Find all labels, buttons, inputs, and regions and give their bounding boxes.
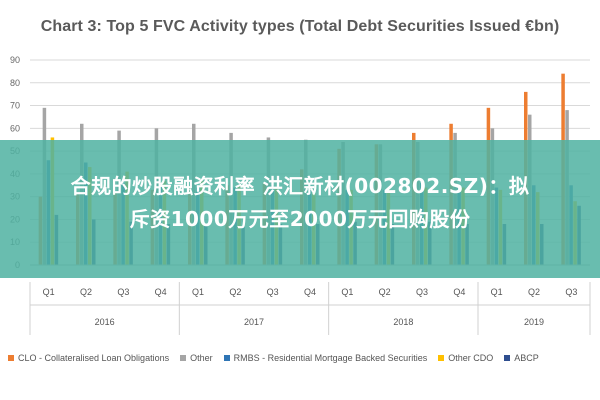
x-tick-label: Q3 <box>117 287 129 297</box>
legend-swatch <box>504 355 511 361</box>
chart-legend: CLO - Collateralised Loan Obligations Oth… <box>8 350 598 366</box>
news-headline[interactable]: 合规的炒股融资利率 洪汇新材(002802.SZ)：拟 斥资1000万元至200… <box>0 170 600 236</box>
news-headline-banner[interactable]: 合规的炒股融资利率 洪汇新材(002802.SZ)：拟 斥资1000万元至200… <box>0 140 600 278</box>
y-tick-label: 60 <box>10 123 20 133</box>
legend-swatch <box>8 355 14 361</box>
x-tick-label: Q3 <box>416 287 428 297</box>
year-label: 2019 <box>524 317 544 327</box>
legend-item[interactable]: Other CDO <box>438 353 493 363</box>
y-tick-label: 70 <box>10 101 20 111</box>
legend-label: Other <box>190 353 213 363</box>
x-tick-label: Q2 <box>80 287 92 297</box>
year-label: 2018 <box>393 317 413 327</box>
legend-swatch <box>223 355 230 361</box>
legend-label: CLO - Collateralised Loan Obligations <box>18 353 170 363</box>
x-tick-label: Q1 <box>192 287 204 297</box>
x-tick-label: Q4 <box>155 287 167 297</box>
x-tick-label: Q4 <box>304 287 316 297</box>
legend-swatch <box>180 355 187 361</box>
x-tick-label: Q1 <box>491 287 503 297</box>
legend-swatch <box>438 355 445 361</box>
legend-label: ABCP <box>514 353 539 363</box>
legend-item[interactable]: Other <box>180 353 213 363</box>
legend-label: RMBS - Residential Mortgage Backed Secur… <box>233 353 428 363</box>
x-tick-label: Q2 <box>379 287 391 297</box>
news-headline-line-2[interactable]: 斥资1000万元至2000万元回购股份 <box>129 207 471 231</box>
x-tick-label: Q4 <box>453 287 465 297</box>
y-tick-label: 80 <box>10 78 20 88</box>
year-label: 2016 <box>95 317 115 327</box>
year-label: 2017 <box>244 317 264 327</box>
x-tick-label: Q3 <box>267 287 279 297</box>
x-tick-label: Q1 <box>341 287 353 297</box>
legend-item[interactable]: CLO - Collateralised Loan Obligations <box>8 353 169 363</box>
x-tick-label: Q3 <box>565 287 577 297</box>
x-tick-label: Q2 <box>229 287 241 297</box>
legend-item[interactable]: RMBS - Residential Mortgage Backed Secur… <box>223 353 428 363</box>
chart-title: Chart 3: Top 5 FVC Activity types (Total… <box>40 18 560 35</box>
y-tick-label: 90 <box>10 55 20 65</box>
x-tick-label: Q2 <box>528 287 540 297</box>
legend-item[interactable]: ABCP <box>504 353 539 363</box>
news-headline-line-1[interactable]: 合规的炒股融资利率 洪汇新材(002802.SZ)：拟 <box>70 174 530 198</box>
legend-label: Other CDO <box>448 353 494 363</box>
x-tick-label: Q1 <box>43 287 55 297</box>
